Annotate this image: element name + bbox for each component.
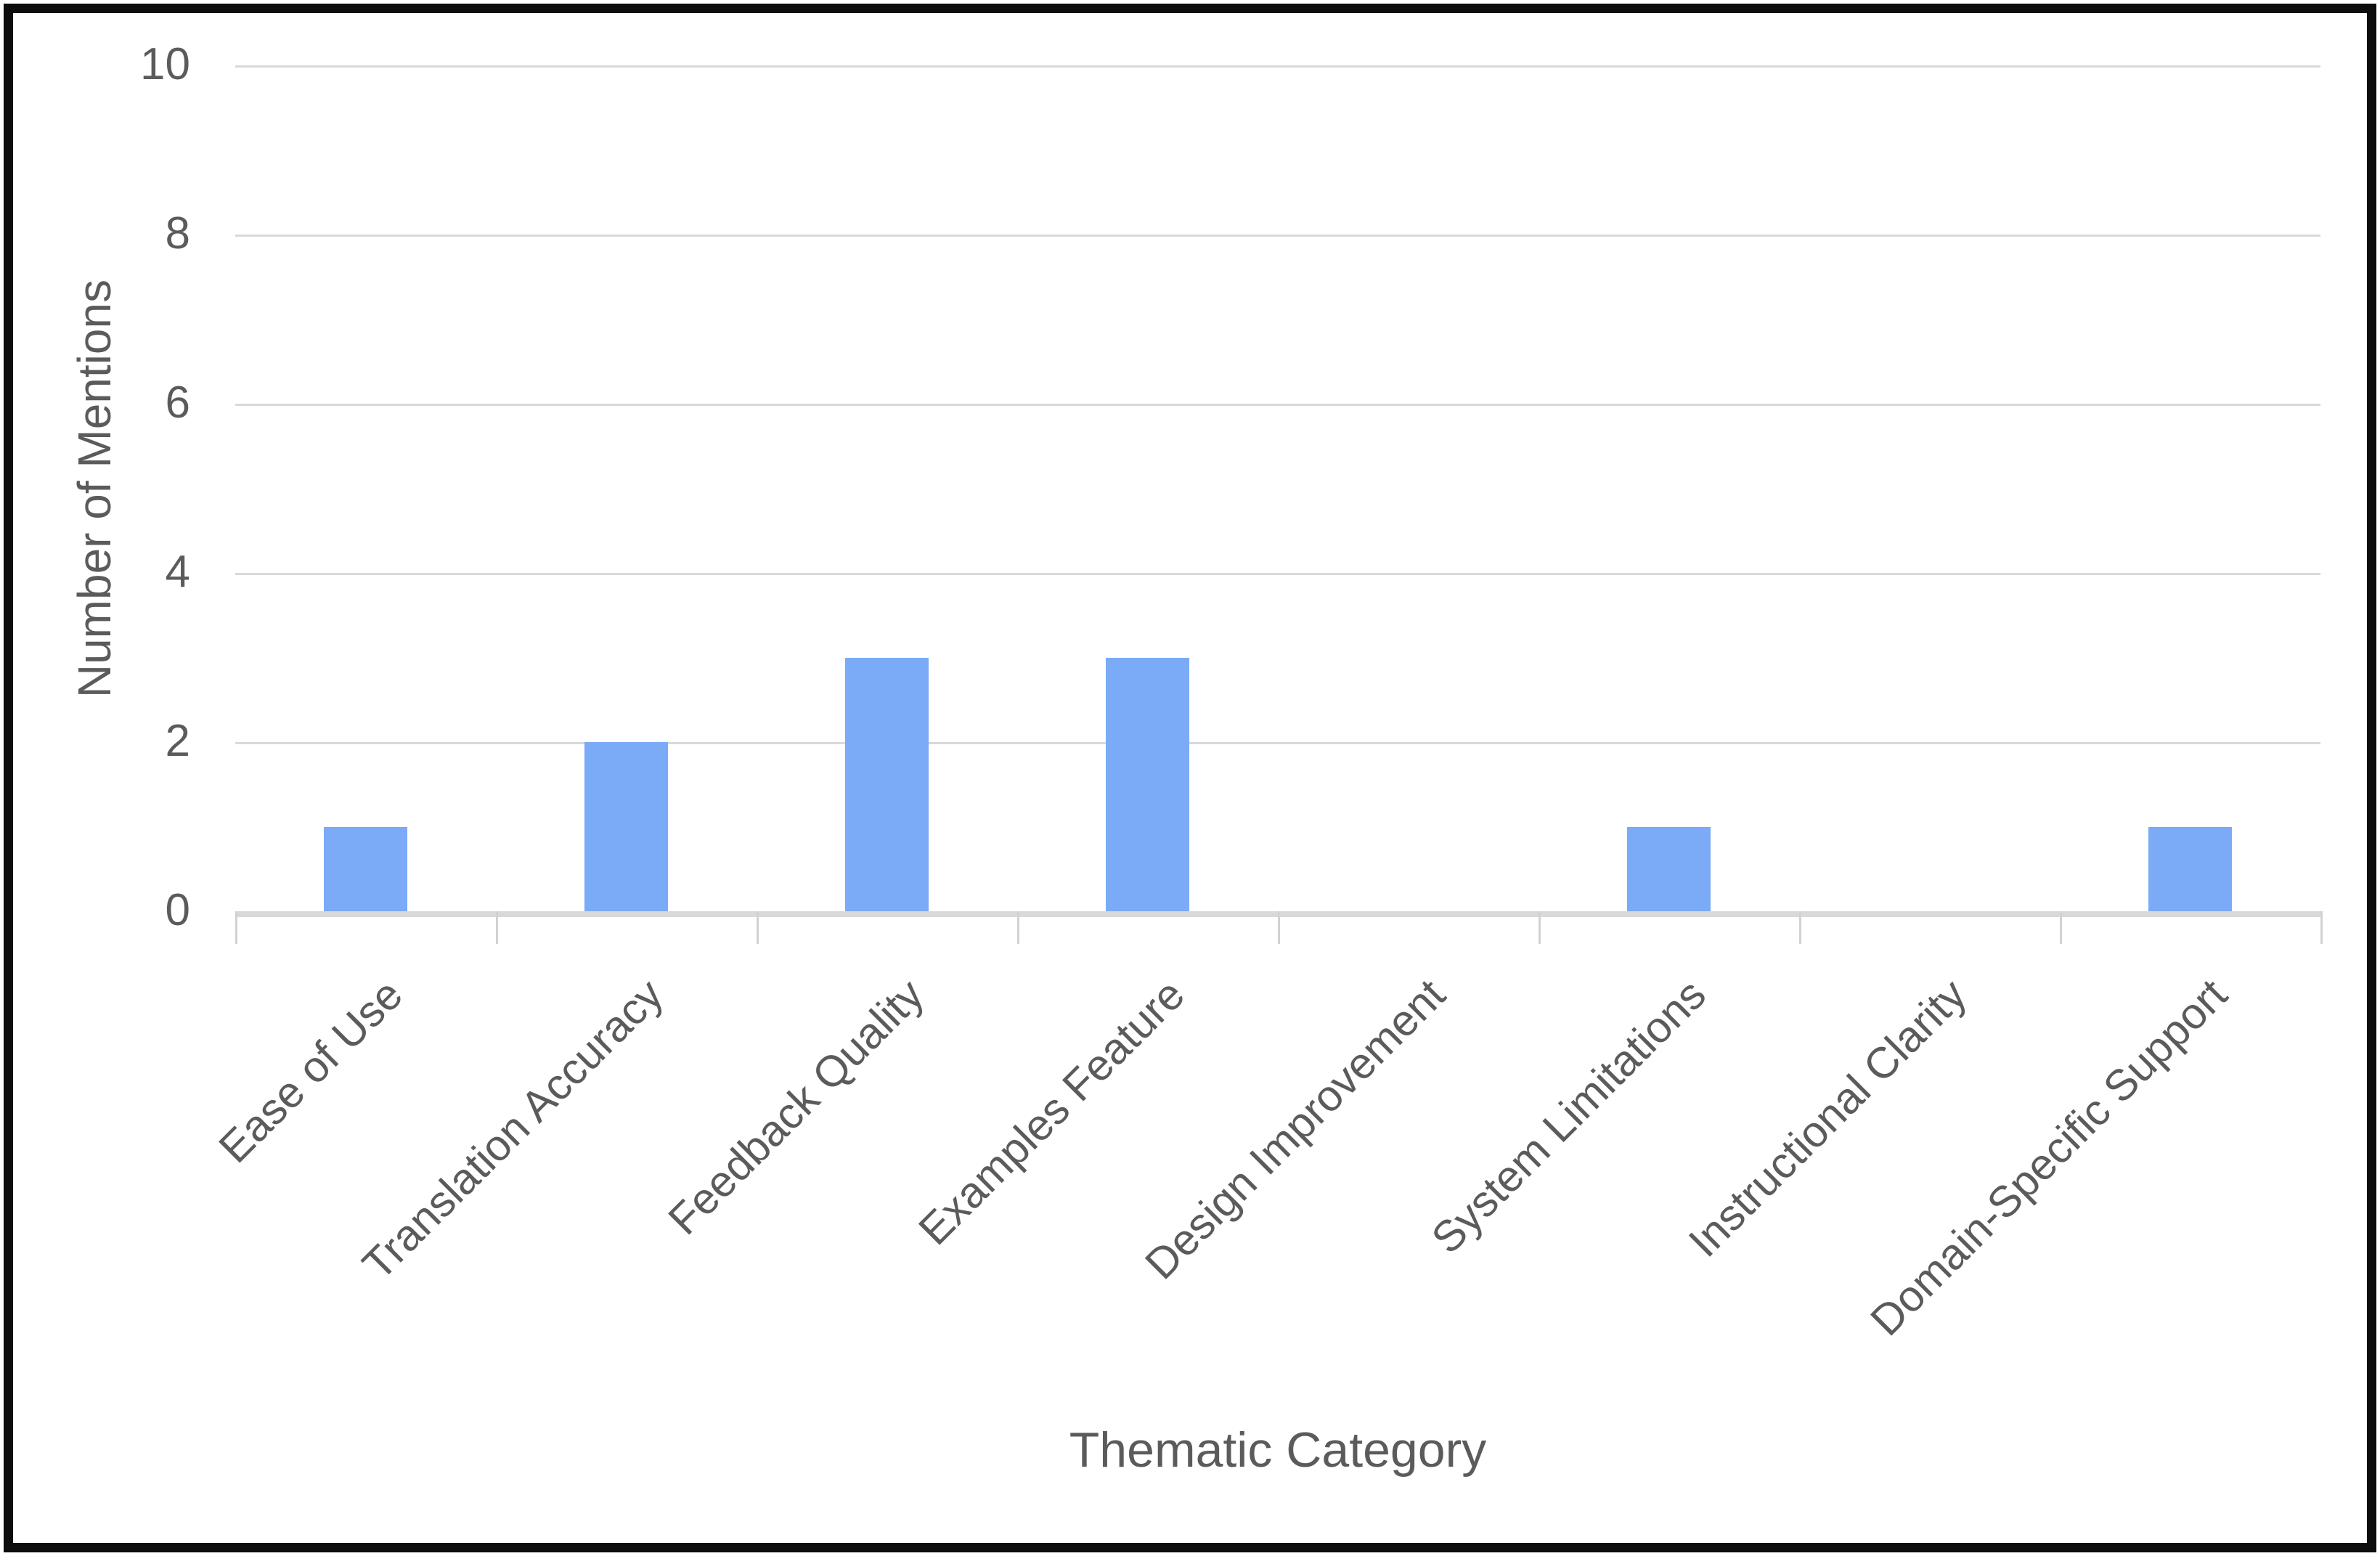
x-tick-mark: [2320, 911, 2323, 944]
y-tick-label: 2: [165, 716, 190, 767]
gridline: [235, 65, 2320, 68]
bar: [1627, 826, 1711, 911]
y-tick-label: 4: [165, 547, 190, 598]
bar: [584, 742, 668, 911]
y-tick-label: 8: [165, 208, 190, 259]
x-category-label: Ease of Use: [209, 969, 412, 1173]
bar: [845, 657, 929, 911]
x-tick-mark: [2060, 911, 2062, 944]
bar: [2148, 826, 2232, 911]
x-tick-mark: [1799, 911, 1801, 944]
x-tick-mark: [235, 911, 237, 944]
gridline: [235, 573, 2320, 575]
gridline: [235, 742, 2320, 744]
bar: [324, 826, 407, 911]
x-category-label: Feedback Quality: [659, 969, 933, 1245]
bar: [1106, 657, 1189, 911]
x-category-label: Design Improvement: [1135, 969, 1454, 1289]
y-tick-label: 10: [140, 39, 190, 90]
x-category-label: System Limitations: [1422, 969, 1715, 1263]
x-axis-title: Thematic Category: [1069, 1422, 1487, 1478]
gridline: [235, 404, 2320, 406]
x-tick-mark: [1017, 911, 1019, 944]
y-tick-label: 6: [165, 378, 190, 428]
x-tick-mark: [1278, 911, 1280, 944]
x-category-label: Examples Feature: [908, 969, 1194, 1255]
x-tick-mark: [496, 911, 498, 944]
x-tick-mark: [757, 911, 759, 944]
x-tick-mark: [1539, 911, 1541, 944]
y-tick-label: 0: [165, 885, 190, 936]
x-category-label: Instructional Clarity: [1679, 969, 1976, 1266]
x-category-label: Translation Accuracy: [352, 969, 672, 1290]
gridline: [235, 235, 2320, 237]
x-category-label: Domain-Specific Support: [1860, 969, 2236, 1345]
